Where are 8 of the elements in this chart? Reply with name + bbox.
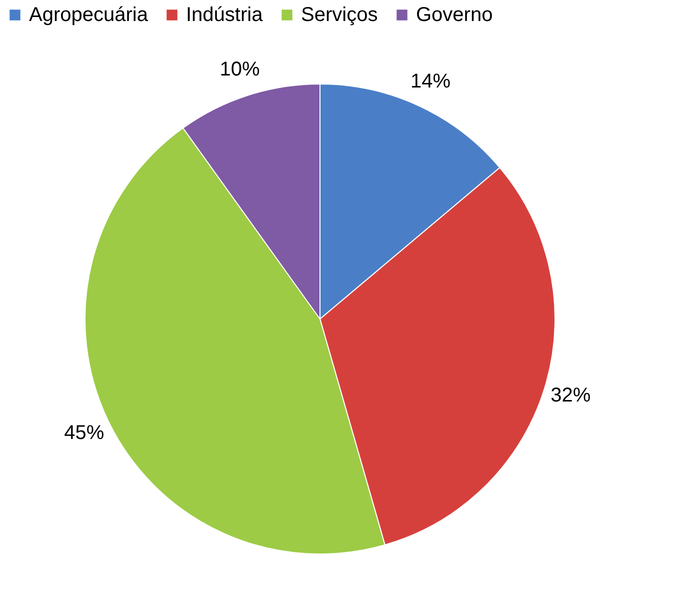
legend-label: Agropecuária xyxy=(29,4,149,26)
data-label: 45% xyxy=(64,422,104,444)
data-label: 14% xyxy=(410,70,451,92)
legend-label: Serviços xyxy=(301,4,378,26)
data-label: 10% xyxy=(220,58,260,81)
legend-label: Indústria xyxy=(186,4,264,26)
legend-label: Governo xyxy=(416,4,493,26)
data-label: 32% xyxy=(550,384,591,406)
